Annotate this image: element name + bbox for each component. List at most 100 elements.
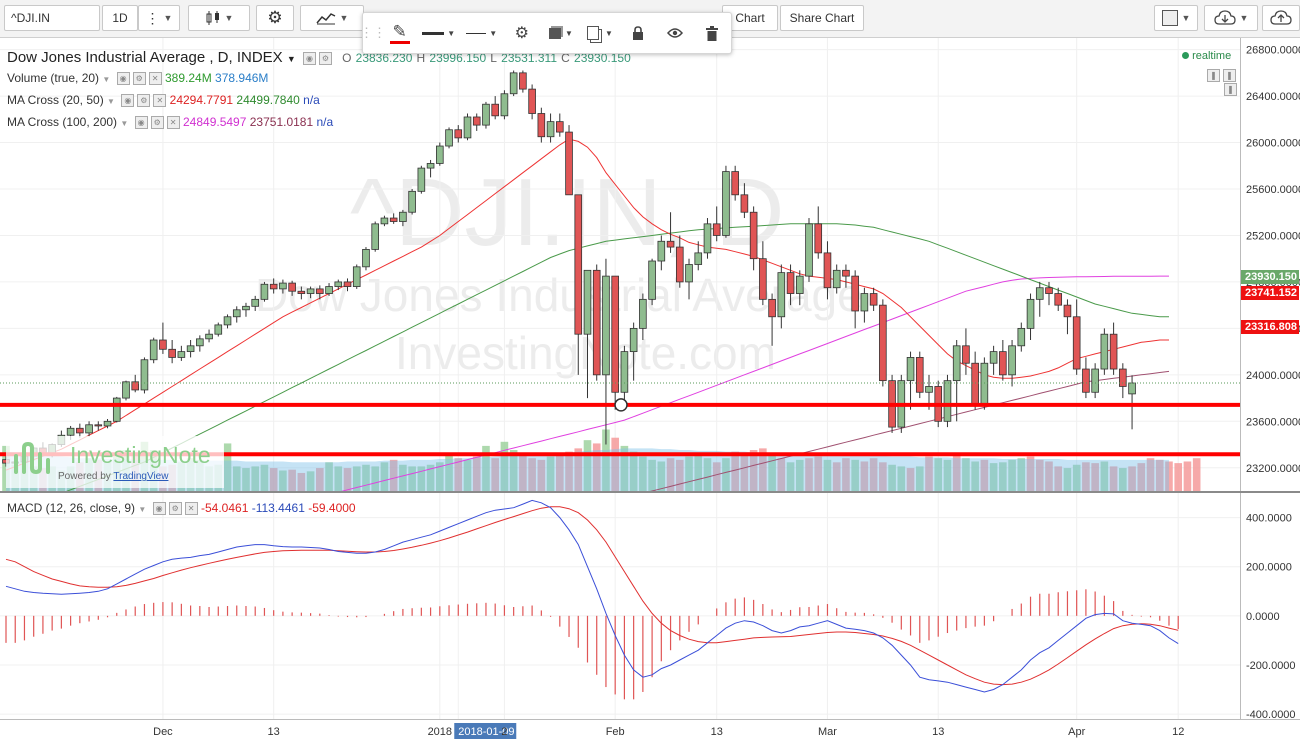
share-chart-button[interactable]: Share Chart <box>780 5 864 31</box>
chevron-down-icon[interactable]: ▼ <box>286 54 296 64</box>
price-tick-label: 26800.0000 <box>1246 45 1300 57</box>
main-legend: Dow Jones Industrial Average , D, INDEX … <box>7 49 631 66</box>
visibility-button[interactable] <box>657 13 694 53</box>
chevron-down-icon[interactable]: ▼ <box>102 75 111 84</box>
gear-icon[interactable]: ⚙ <box>137 94 151 108</box>
candle-body <box>583 269 592 335</box>
ma100-line <box>340 275 1169 491</box>
volume-bar <box>380 462 389 491</box>
indicators-button[interactable]: ▼ <box>300 5 364 31</box>
scale-mode-buttons-2[interactable]: ❚ <box>1221 82 1237 97</box>
pencil-button[interactable]: ✎ <box>383 13 416 53</box>
settings-button[interactable]: ⚙ <box>256 5 294 31</box>
chevron-down-icon[interactable]: ▼ <box>107 97 115 106</box>
macd-tick-label: 200.0000 <box>1246 562 1292 574</box>
candle-body <box>639 298 647 329</box>
fill-button[interactable]: ▼ <box>541 13 580 53</box>
price-tick-label: 26400.0000 <box>1246 91 1300 103</box>
candle-body <box>122 381 130 399</box>
price-chart-svg[interactable] <box>0 38 1240 491</box>
clone-button[interactable]: ▼ <box>580 13 619 53</box>
chevron-down-icon[interactable]: ▼ <box>120 119 129 128</box>
eye-icon[interactable]: ◉ <box>134 116 148 130</box>
chevron-down-icon[interactable]: ▼ <box>138 505 147 514</box>
chart-style-button[interactable]: ▼ <box>188 5 250 31</box>
volume-bar <box>952 454 961 491</box>
volume-bar <box>629 451 638 491</box>
drawing-settings-button[interactable]: ⚙ <box>502 13 541 53</box>
macd-pane[interactable]: MACD (12, 26, close, 9) ▼ ◉ ⚙ ✕ -54.0461 -… <box>0 493 1240 719</box>
volume-bar <box>1008 459 1016 491</box>
eye-icon[interactable]: ◉ <box>152 502 166 516</box>
lock-button[interactable] <box>620 13 657 53</box>
candle-body <box>1119 368 1127 387</box>
symbol-search-input[interactable]: ^DJI.IN <box>4 5 100 31</box>
candle-body <box>1128 382 1136 395</box>
volume-bar <box>454 458 463 491</box>
eye-icon[interactable]: ◉ <box>116 72 130 86</box>
line-style-button[interactable]: ▼ <box>461 13 502 53</box>
candle-body <box>334 281 343 287</box>
macd-label: MACD (12, 26, close, 9) <box>7 501 136 515</box>
status-dot-icon <box>1182 52 1189 59</box>
volume-bar <box>777 458 786 491</box>
delete-button[interactable] <box>694 13 731 53</box>
gear-icon[interactable]: ⚙ <box>168 502 182 516</box>
realtime-label: realtime <box>1192 50 1232 62</box>
volume-bar <box>519 454 527 491</box>
close-icon[interactable]: ✕ <box>184 502 198 516</box>
price-pane[interactable]: ^DJI.IN, D Dow Jones Industrial Average … <box>0 38 1240 491</box>
drawing-toolbar: ⋮⋮ ✎ ▼ ▼ ⚙ ▼ ▼ <box>360 12 732 54</box>
candle-body <box>629 327 638 353</box>
close-icon[interactable]: ✕ <box>148 72 162 86</box>
candle-body <box>1072 316 1081 370</box>
volume-bar <box>962 458 970 491</box>
interval-button[interactable]: 1D <box>102 5 138 31</box>
candle-body <box>223 316 232 326</box>
line-width-button[interactable]: ▼ <box>416 13 461 53</box>
drag-handle[interactable]: ⋮⋮ <box>360 25 386 40</box>
ohlc-high: 23996.150 <box>429 51 487 65</box>
scale-mode-buttons[interactable]: ❚ ❚ <box>1204 68 1236 83</box>
more-menu-button[interactable]: ⋮ ▼ <box>138 5 180 31</box>
cloud-upload-button[interactable] <box>1262 5 1300 31</box>
volume-bar <box>352 466 361 491</box>
close-icon[interactable]: ✕ <box>153 94 167 108</box>
investingnote-logo[interactable]: InvestingNote Powered by TradingView <box>6 436 224 488</box>
ma200-line <box>650 370 1170 491</box>
cloud-save-button[interactable]: ▼ <box>1204 5 1258 31</box>
close-icon[interactable]: ✕ <box>166 116 180 130</box>
price-axis[interactable]: 26800.0000 26400.0000 26000.0000 25600.0000… <box>1240 38 1300 491</box>
eye-icon <box>667 28 684 38</box>
ma-cross-2-label: MA Cross (100, 200) <box>7 115 118 129</box>
candle-body <box>509 72 518 95</box>
candle-body <box>288 282 296 292</box>
pause-icon[interactable]: ❚ <box>1224 83 1237 97</box>
candle-body <box>537 113 546 138</box>
pause-icon[interactable]: ❚ <box>1207 69 1220 83</box>
macd-chart-svg[interactable] <box>0 493 1240 719</box>
volume-bar <box>491 458 499 491</box>
volume-bar <box>814 456 823 491</box>
gear-icon[interactable]: ⚙ <box>150 116 164 130</box>
pane-separator[interactable] <box>0 491 1300 493</box>
gear-icon[interactable]: ⚙ <box>132 72 146 86</box>
pause-icon[interactable]: ❚ <box>1223 69 1236 83</box>
volume-bar <box>795 459 804 491</box>
eye-icon[interactable]: ◉ <box>121 94 135 108</box>
candle-body <box>694 252 703 265</box>
volume-bar <box>1054 466 1063 491</box>
cloud-download-icon <box>1213 10 1236 25</box>
chevron-down-icon: ▼ <box>1181 13 1191 23</box>
candle-body <box>925 386 933 393</box>
candle-body <box>1017 327 1026 347</box>
candle-body <box>242 305 250 311</box>
volume-bar <box>666 458 675 491</box>
macd-axis[interactable]: 400.0000 200.0000 0.0000 -200.0000 -400.0000 <box>1240 493 1300 719</box>
color-picker-button[interactable]: ▼ <box>1154 5 1198 31</box>
eye-icon[interactable]: ◉ <box>302 51 316 65</box>
tradingview-link[interactable]: TradingView <box>113 471 169 482</box>
gear-icon[interactable]: ⚙ <box>318 51 332 65</box>
volume-bar <box>1119 468 1127 491</box>
